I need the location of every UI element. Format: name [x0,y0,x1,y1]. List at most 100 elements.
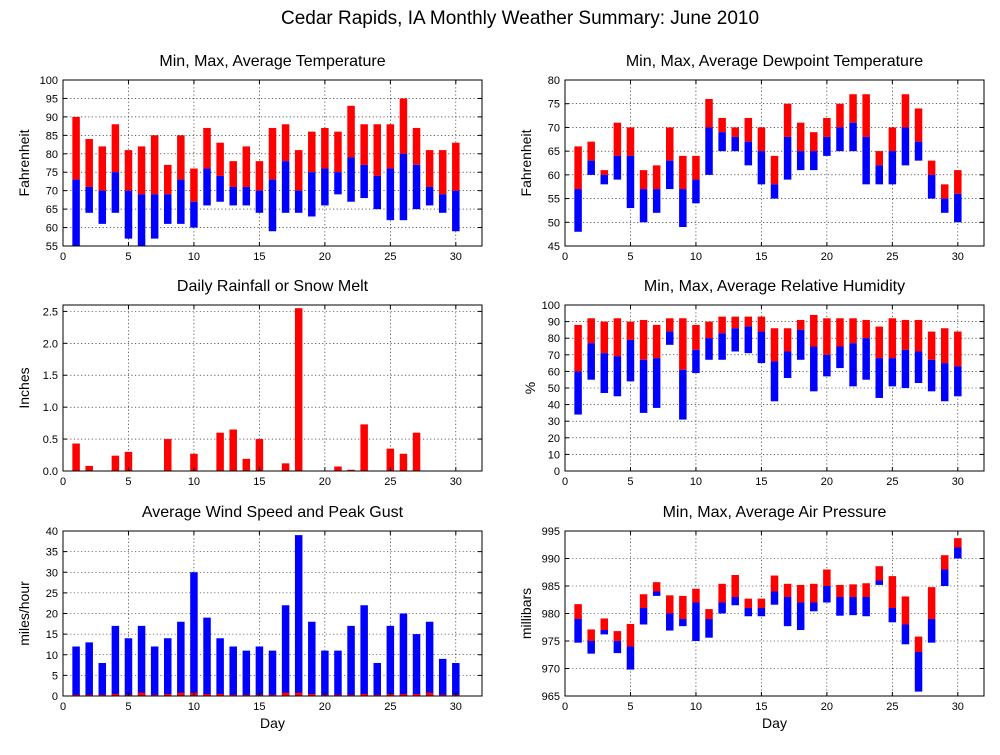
pressure-lower-bar [796,602,805,630]
dewpoint-ytick-label: 65 [548,146,560,158]
pressure-upper-bar [810,583,818,603]
peak-gust-bar [177,621,185,696]
pressure-upper-bar [796,584,805,603]
temperature-lower-bar [438,194,447,213]
average-wind-bar [229,694,237,696]
rainfall-bar [229,429,237,471]
humidity-ytick-label: 70 [548,350,560,362]
average-wind-bar [438,694,447,696]
pressure-lower-bar [613,641,622,654]
dewpoint-upper-bar [927,160,936,175]
wind-ytick-label: 25 [46,588,58,600]
pressure-lower-bar [757,608,766,617]
average-wind-bar [347,694,355,696]
pressure-lower-bar [666,613,674,631]
humidity-lower-bar [600,353,609,393]
dewpoint-upper-bar [888,127,897,152]
temperature-lower-bar [347,157,355,202]
humidity-upper-bar [574,324,582,372]
humidity-lower-bar [823,354,831,377]
temperature-upper-bar [425,150,434,187]
pressure-lower-bar [954,547,962,559]
pressure-lower-bar [836,597,844,616]
humidity-xtick-label: 15 [755,476,767,488]
peak-gust-bar [360,605,368,696]
temperature-xtick-label: 25 [384,251,396,263]
dewpoint-upper-bar [639,170,648,190]
humidity-xtick-label: 20 [821,476,833,488]
peak-gust-bar [334,650,342,696]
humidity-upper-bar [940,328,949,364]
average-wind-bar [164,693,172,696]
rainfall-ytick-label: 1.5 [43,370,58,382]
temperature-upper-bar [373,124,381,176]
average-wind-bar [177,692,185,696]
humidity-ytick-label: 80 [548,333,560,345]
humidity-ytick-label: 100 [542,300,560,312]
wind-xtick-label: 20 [319,701,331,713]
pressure-lower-bar [914,652,923,692]
temperature-upper-bar [452,142,460,191]
pressure-lower-bar [783,597,792,627]
dewpoint-upper-bar [914,108,923,142]
dewpoint-lower-bar [901,127,910,166]
pressure-upper-bar [862,583,870,597]
humidity-lower-bar [810,346,818,392]
wind-xlabel: Day [260,715,285,731]
temperature-lower-bar [177,179,185,224]
pressure-xtick-label: 0 [562,701,568,713]
peak-gust-bar [412,634,421,696]
pressure-upper-bar [901,596,910,625]
dewpoint-upper-bar [796,122,805,152]
pressure-upper-bar [652,582,661,592]
average-wind-bar [334,694,342,696]
humidity-upper-bar [875,326,883,359]
dewpoint-lower-bar [875,165,883,185]
wind-ytick-label: 40 [46,526,58,538]
dewpoint-upper-bar [954,170,962,194]
dewpoint-lower-bar [783,136,792,180]
dewpoint-ytick-label: 45 [548,241,560,253]
humidity-upper-bar [613,318,622,357]
dewpoint-xtick-label: 20 [821,251,833,263]
humidity-lower-bar [849,343,857,387]
dewpoint-upper-bar [718,117,726,133]
peak-gust-bar [111,625,120,696]
rainfall-title: Daily Rainfall or Snow Melt [177,278,369,295]
temperature-upper-bar [164,164,172,195]
rainfall-bar [294,308,303,471]
temperature-upper-bar [438,150,447,195]
temperature-upper-bar [334,131,342,173]
pressure-xtick-label: 15 [755,701,767,713]
temperature-ytick-label: 70 [46,186,58,198]
peak-gust-bar [321,650,329,696]
temperature-lower-bar [242,186,251,206]
pressure-upper-bar [888,576,897,608]
dewpoint-lower-bar [666,160,674,190]
average-wind-bar [373,694,381,696]
humidity-upper-bar [862,319,870,339]
peak-gust-bar [85,642,93,696]
rainfall-xtick-label: 25 [384,476,396,488]
humidity-lower-bar [757,331,766,364]
wind-xtick-label: 30 [450,701,462,713]
pressure-upper-bar [600,618,609,630]
dewpoint-xtick-label: 0 [562,251,568,263]
pressure-ylabel: millibars [518,588,534,639]
humidity-upper-bar [652,324,661,359]
pressure-upper-bar [692,588,700,603]
humidity-ylabel: % [522,382,538,394]
rainfall-ytick-label: 0.5 [43,434,58,446]
dewpoint-ytick-label: 80 [548,75,560,87]
peak-gust-bar [203,617,211,696]
humidity-lower-bar [954,366,962,397]
dewpoint-lower-bar [940,198,949,213]
dewpoint-ytick-label: 50 [548,217,560,229]
dewpoint-xtick-label: 5 [627,251,633,263]
dewpoint-lower-bar [600,174,609,185]
temperature-upper-bar [412,127,421,165]
temperature-lower-bar [98,190,107,224]
pressure-lower-bar [731,597,739,606]
dewpoint-lower-bar [744,141,753,166]
